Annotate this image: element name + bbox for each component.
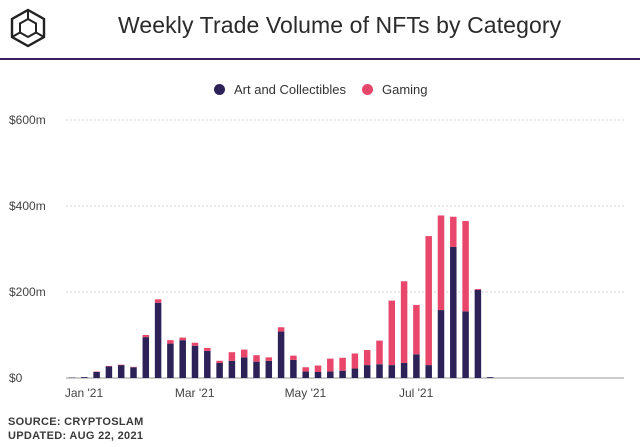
bar-gaming — [253, 355, 260, 362]
y-tick-label: $600m — [9, 113, 46, 127]
bar-gaming — [240, 349, 248, 358]
x-tick-label: May '21 — [285, 386, 327, 400]
y-tick-label: $0 — [9, 371, 23, 385]
bar-art — [400, 362, 408, 378]
bar-chart: $0$200m$400m$600m Jan '21 Mar '21 May '21 J… — [9, 113, 624, 400]
bar-art — [130, 367, 137, 378]
bar-art — [474, 289, 482, 378]
bar-art — [191, 345, 199, 378]
bar-art — [142, 337, 150, 378]
bar-gaming — [413, 304, 420, 355]
bar-art — [154, 302, 162, 378]
bar-art — [117, 365, 125, 378]
bar-art — [179, 340, 186, 378]
bar-gaming — [228, 352, 236, 361]
chart-header: Weekly Trade Volume of NFTs by Category — [0, 0, 640, 60]
bar-art — [167, 343, 174, 378]
bar-gaming — [154, 299, 162, 303]
bar-gaming — [277, 327, 285, 332]
bar-art — [339, 370, 346, 378]
bar-art — [437, 310, 445, 378]
bar-art — [277, 331, 285, 378]
x-tick-label: Jul '21 — [399, 386, 434, 400]
bar-gaming — [314, 365, 322, 372]
bar-art — [216, 362, 223, 378]
bar-art — [450, 246, 457, 378]
bar-art — [425, 365, 432, 378]
bar-gaming — [265, 357, 273, 361]
legend-swatch-gaming — [362, 84, 373, 95]
source-note: SOURCE: CRYPTOSLAM — [8, 416, 144, 428]
bar-gaming — [302, 367, 309, 372]
bar-art — [376, 364, 383, 378]
bar-gaming — [376, 340, 383, 365]
bar-art — [265, 360, 273, 378]
bar-gaming — [462, 221, 469, 312]
bar-art — [93, 371, 100, 378]
y-axis-labels: $0 $200m $400m $600m — [9, 113, 46, 385]
chart-legend: Art and Collectibles Gaming — [0, 82, 640, 102]
bar-art — [81, 377, 88, 378]
bar-art — [204, 350, 211, 378]
bar-gaming — [351, 353, 359, 369]
bar-art — [462, 311, 469, 378]
chart-bars — [68, 215, 494, 378]
bar-art — [413, 354, 420, 378]
bar-gaming — [179, 337, 186, 341]
bar-art — [363, 365, 371, 378]
chart-title: Weekly Trade Volume of NFTs by Category — [118, 12, 562, 38]
legend-item-art: Art and Collectibles — [214, 82, 346, 97]
the-block-logo-icon — [10, 8, 46, 48]
legend-item-gaming: Gaming — [362, 82, 428, 97]
bar-gaming — [142, 335, 150, 338]
title-divider — [0, 58, 640, 60]
bar-art — [302, 371, 309, 378]
legend-label-gaming: Gaming — [382, 82, 428, 97]
bar-art — [253, 361, 260, 378]
bar-gaming — [216, 360, 223, 363]
bar-art — [290, 359, 297, 378]
y-tick-label: $200m — [9, 285, 46, 299]
bar-gaming — [204, 347, 211, 351]
chart-gridlines — [66, 119, 624, 379]
legend-swatch-art — [214, 84, 225, 95]
chart-footer: SOURCE: CRYPTOSLAM UPDATED: AUG 22, 2021 — [8, 415, 144, 443]
bar-art — [314, 371, 322, 378]
bar-art — [228, 360, 236, 378]
bar-gaming — [339, 357, 346, 371]
updated-note: UPDATED: AUG 22, 2021 — [8, 430, 144, 442]
x-tick-label: Mar '21 — [175, 386, 215, 400]
bar-gaming — [363, 350, 371, 366]
bar-gaming — [425, 236, 432, 366]
bar-gaming — [191, 342, 199, 346]
bar-gaming — [388, 300, 396, 366]
bar-gaming — [167, 340, 174, 344]
bar-art — [486, 377, 494, 378]
bar-gaming — [400, 281, 408, 363]
bar-gaming — [450, 216, 457, 247]
x-tick-label: Jan '21 — [65, 386, 104, 400]
bar-art — [388, 365, 396, 378]
bar-art — [327, 371, 334, 378]
bar-gaming — [290, 355, 297, 360]
y-tick-label: $400m — [9, 199, 46, 213]
bar-gaming — [437, 215, 445, 311]
bar-art — [105, 366, 113, 378]
legend-label-art: Art and Collectibles — [234, 82, 346, 97]
bar-art — [240, 357, 248, 378]
bar-gaming — [327, 358, 334, 372]
bar-gaming — [474, 288, 482, 290]
bar-art — [351, 368, 359, 378]
x-axis-labels: Jan '21 Mar '21 May '21 Jul '21 — [65, 386, 434, 400]
